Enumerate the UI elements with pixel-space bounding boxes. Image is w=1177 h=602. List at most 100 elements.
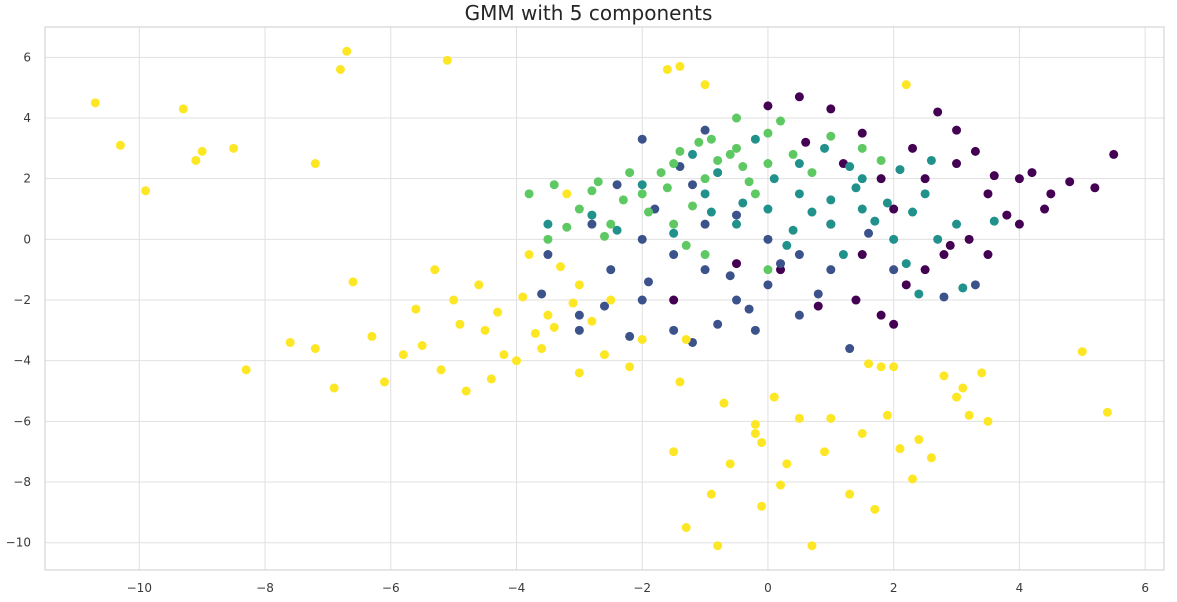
data-point [367,331,377,341]
data-point [983,250,993,260]
data-point [864,228,874,238]
data-point [763,234,773,244]
data-point [794,250,804,260]
data-point [870,504,880,514]
data-point [769,392,779,402]
data-point [757,438,767,448]
data-point [750,189,760,199]
data-point [964,234,974,244]
data-point [857,143,867,153]
data-point [681,523,691,533]
data-point [826,413,836,423]
data-point [342,46,352,56]
data-point [763,159,773,169]
data-point [1065,177,1075,187]
data-point [543,219,553,229]
data-point [1014,174,1024,184]
data-point [826,104,836,114]
y-tick-label: −4 [13,354,31,368]
data-point [555,262,565,272]
data-point [669,325,679,335]
data-point [750,419,760,429]
data-point [769,174,779,184]
data-point [430,265,440,275]
data-point [675,377,685,387]
data-point [882,198,892,208]
data-point [794,310,804,320]
data-point [241,365,251,375]
data-point [763,204,773,214]
data-point [644,277,654,287]
data-point [763,280,773,290]
data-point [574,310,584,320]
data-point [788,149,798,159]
data-point [474,280,484,290]
data-point [706,207,716,217]
data-point [908,207,918,217]
data-point [776,259,786,269]
data-point [845,162,855,172]
data-point [543,310,553,320]
data-point [920,174,930,184]
data-point [838,250,848,260]
grid [45,27,1164,570]
data-point [763,128,773,138]
data-point [952,392,962,402]
data-point [857,128,867,138]
data-point [1002,210,1012,220]
data-point [750,428,760,438]
data-point [669,295,679,305]
data-point [914,435,924,445]
data-point [511,356,521,366]
data-point [826,265,836,275]
data-point [750,134,760,144]
data-point [618,195,628,205]
data-point [600,301,609,311]
y-tick-label: −10 [6,536,31,550]
data-point [612,225,622,235]
data-point [958,383,968,393]
x-tick-label: 2 [890,581,898,595]
data-point [1077,347,1087,357]
data-point [901,280,911,290]
data-point [813,289,823,299]
data-point [889,234,899,244]
data-point [983,416,993,426]
data-point [669,250,679,260]
data-point [845,344,855,354]
data-point [826,131,836,141]
data-point [115,140,125,150]
data-point [1102,407,1112,417]
data-point [600,350,609,360]
data-point [876,362,886,372]
data-point [713,541,723,551]
data-point [952,219,962,229]
data-points [90,46,1119,551]
data-point [807,541,817,551]
data-point [530,328,540,338]
data-point [794,413,804,423]
data-point [285,337,295,347]
data-point [656,168,666,178]
y-tick-label: −2 [13,293,31,307]
data-point [675,61,685,71]
data-point [820,447,830,457]
x-tick-label: −4 [508,581,526,595]
data-point [436,365,446,375]
data-point [706,489,716,499]
data-point [637,134,647,144]
data-point [700,250,710,260]
y-tick-label: 6 [23,50,31,64]
data-point [933,107,943,117]
data-point [801,137,811,147]
data-point [700,265,710,275]
data-point [864,359,874,369]
plot-frame [44,26,1165,571]
data-point [543,250,553,260]
data-point [807,207,817,217]
data-point [625,362,635,372]
data-point [612,180,622,190]
data-point [348,277,358,287]
